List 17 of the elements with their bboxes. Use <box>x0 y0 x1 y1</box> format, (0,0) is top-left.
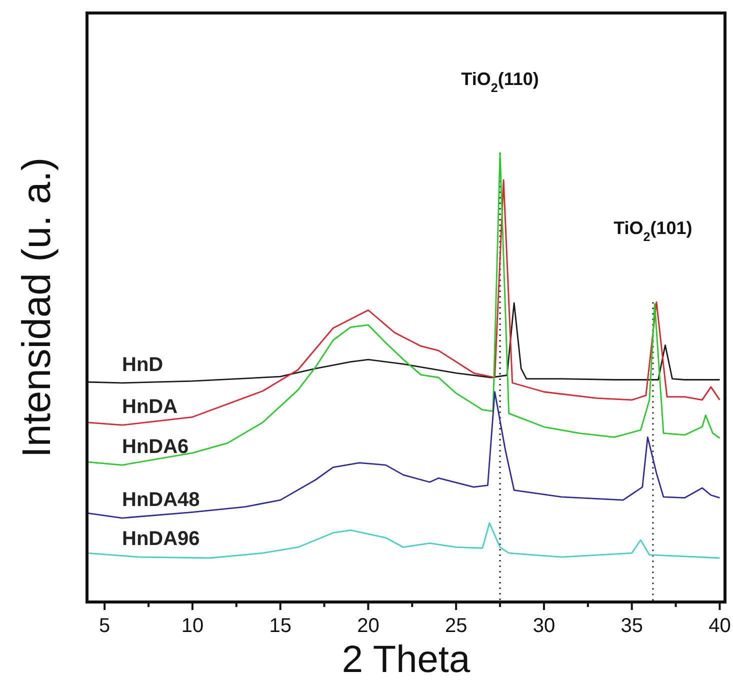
annotation: TiO$_{2}$(101) <box>614 218 692 244</box>
x-tick-label: 20 <box>357 615 380 637</box>
x-tick-label: 40 <box>708 615 731 637</box>
x-axis-title: 2 Theta <box>342 639 471 681</box>
series-label: HnDA <box>122 396 178 418</box>
x-tick-label: 5 <box>99 615 110 637</box>
x-tick-label: 35 <box>620 615 643 637</box>
series-label: HnDA96 <box>122 528 200 550</box>
series-label: HnDA6 <box>122 436 189 458</box>
text: TiO$_{2}$(110) <box>461 69 539 95</box>
x-tick-label: 25 <box>444 615 468 637</box>
x-tick-label: 30 <box>532 615 556 637</box>
x-tick-label: 10 <box>181 615 204 637</box>
series-label: HnDA48 <box>122 489 200 512</box>
x-tick-label: 15 <box>269 615 292 637</box>
y-axis-title: Intensidad (u. a.) <box>15 157 59 458</box>
series-label: HnD <box>122 354 164 376</box>
